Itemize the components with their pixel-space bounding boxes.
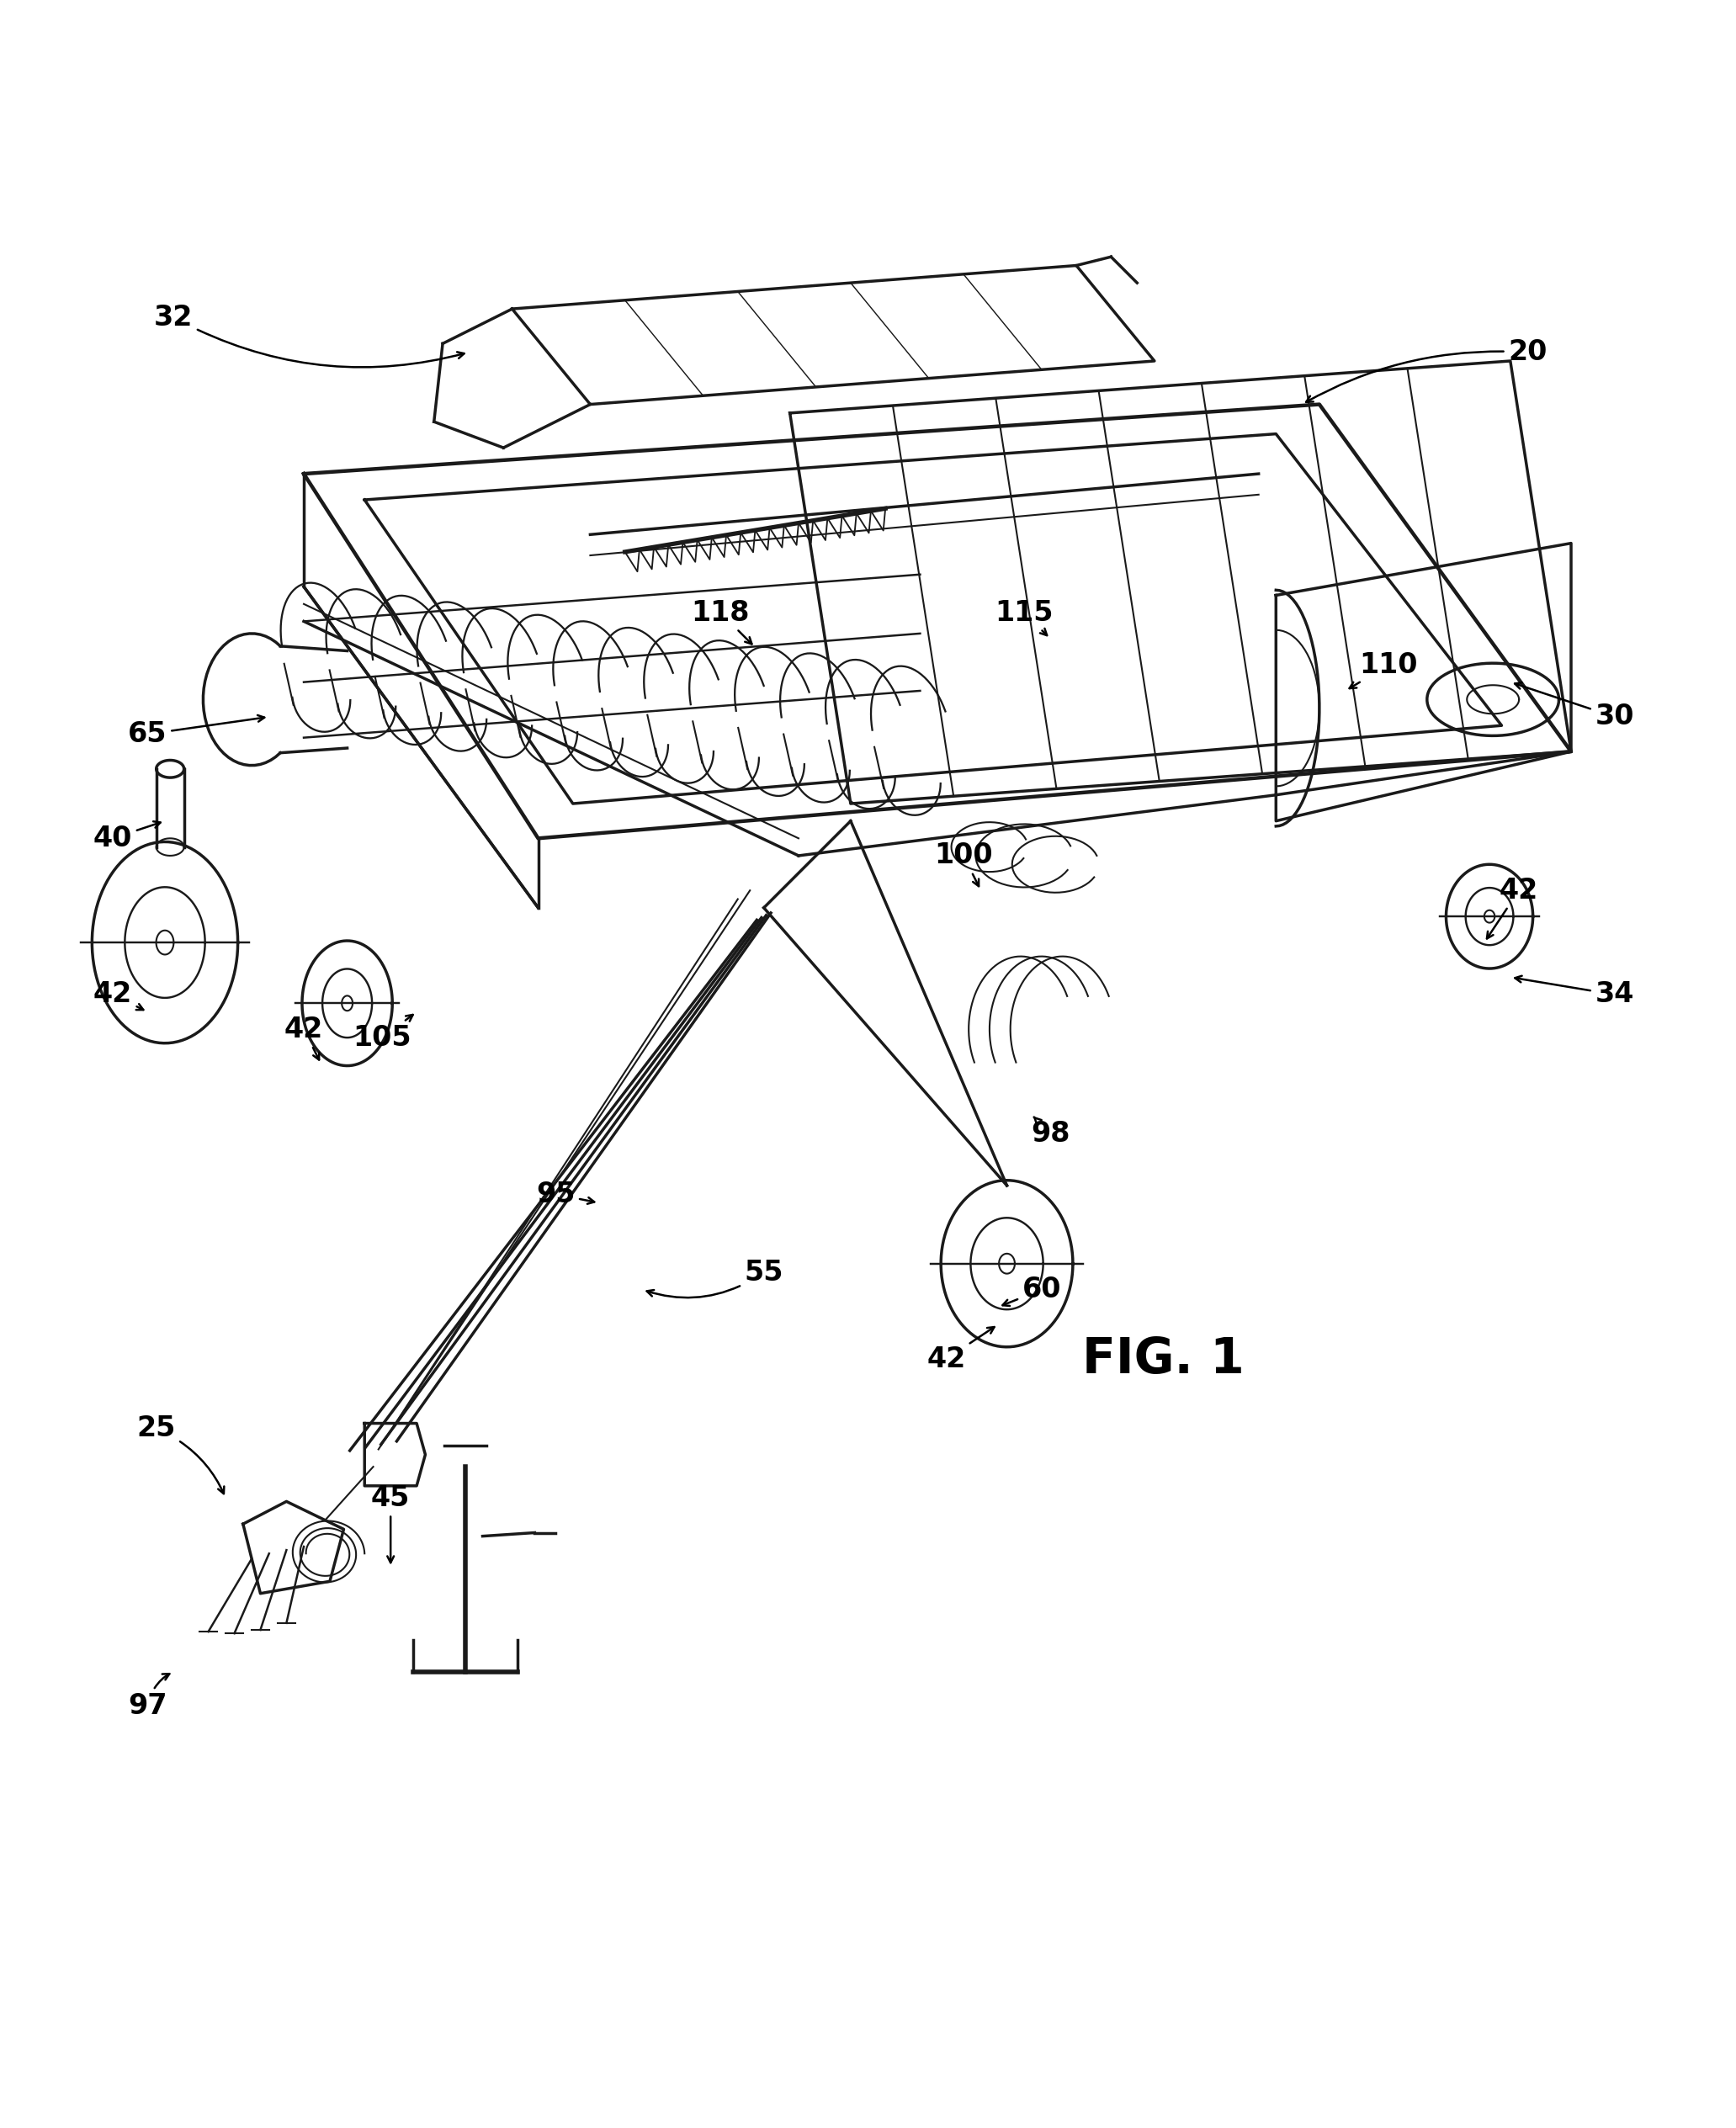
Text: 30: 30: [1516, 683, 1634, 730]
Text: 42: 42: [1486, 877, 1538, 938]
Text: 95: 95: [536, 1181, 594, 1209]
Text: 45: 45: [372, 1483, 410, 1562]
Text: FIG. 1: FIG. 1: [1082, 1334, 1245, 1383]
Text: 55: 55: [648, 1258, 783, 1298]
Text: 40: 40: [94, 821, 160, 851]
Text: 34: 34: [1516, 977, 1634, 1009]
Text: 25: 25: [137, 1415, 224, 1494]
Text: 42: 42: [285, 1015, 323, 1060]
Text: 115: 115: [995, 598, 1054, 636]
Text: 105: 105: [352, 1015, 413, 1051]
Text: 97: 97: [128, 1675, 170, 1719]
Text: 65: 65: [128, 715, 264, 749]
Text: 110: 110: [1349, 651, 1418, 687]
Text: 42: 42: [927, 1328, 995, 1373]
Text: 32: 32: [155, 304, 464, 368]
Text: 42: 42: [94, 981, 144, 1011]
Text: 20: 20: [1305, 338, 1547, 402]
Text: 60: 60: [1003, 1277, 1061, 1307]
Text: 98: 98: [1031, 1117, 1069, 1147]
Text: 100: 100: [934, 843, 993, 885]
Text: 118: 118: [691, 598, 752, 645]
